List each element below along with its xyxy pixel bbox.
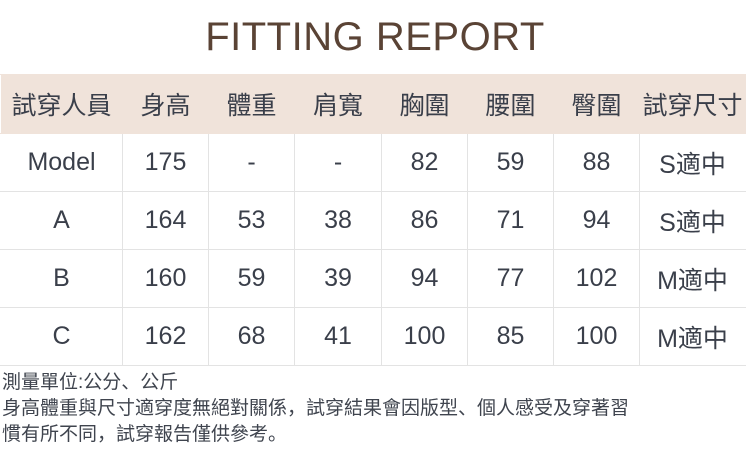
column-header-size: 試穿尺寸 xyxy=(639,74,746,134)
table-row: A 164 53 38 86 71 94 S適中 xyxy=(0,191,746,250)
cell-hip: 94 xyxy=(553,191,640,250)
cell-hip: 100 xyxy=(553,307,640,366)
cell-bust: 94 xyxy=(381,249,468,308)
cell-bust: 82 xyxy=(381,133,468,192)
cell-shoulder: 39 xyxy=(294,249,382,308)
cell-person: Model xyxy=(0,133,123,192)
fitting-table: 試穿人員 身高 體重 肩寬 胸圍 腰圍 臀圍 試穿尺寸 Model 175 - … xyxy=(0,74,746,366)
page-title: FITTING REPORT xyxy=(205,15,545,59)
cell-size: S適中 xyxy=(639,133,746,192)
column-header-shoulder: 肩寬 xyxy=(294,74,382,134)
cell-height: 160 xyxy=(122,249,209,308)
column-header-hip: 臀圍 xyxy=(553,74,640,134)
cell-height: 164 xyxy=(122,191,209,250)
footer-line-disclaimer-2: 慣有所不同，試穿報告僅供參考。 xyxy=(2,424,288,446)
cell-shoulder: 41 xyxy=(294,307,382,366)
table-body: Model 175 - - 82 59 88 S適中 A 164 53 38 8… xyxy=(0,133,746,366)
cell-height: 175 xyxy=(122,133,209,192)
cell-weight: 59 xyxy=(208,249,295,308)
column-header-height: 身高 xyxy=(122,74,209,134)
cell-hip: 102 xyxy=(553,249,640,308)
cell-shoulder: - xyxy=(294,133,382,192)
cell-waist: 85 xyxy=(467,307,554,366)
cell-shoulder: 38 xyxy=(294,191,382,250)
column-header-bust: 胸圍 xyxy=(381,74,468,134)
cell-person: C xyxy=(0,307,123,366)
cell-bust: 100 xyxy=(381,307,468,366)
cell-waist: 77 xyxy=(467,249,554,308)
table-row: C 162 68 41 100 85 100 M適中 xyxy=(0,307,746,366)
cell-size: M適中 xyxy=(639,307,746,366)
table-row: B 160 59 39 94 77 102 M適中 xyxy=(0,249,746,308)
column-header-weight: 體重 xyxy=(208,74,295,134)
title-bar: FITTING REPORT xyxy=(0,0,750,74)
cell-weight: 68 xyxy=(208,307,295,366)
cell-size: M適中 xyxy=(639,249,746,308)
cell-weight: 53 xyxy=(208,191,295,250)
cell-hip: 88 xyxy=(553,133,640,192)
column-header-waist: 腰圍 xyxy=(467,74,554,134)
column-header-person: 試穿人員 xyxy=(0,74,123,134)
cell-weight: - xyxy=(208,133,295,192)
cell-size: S適中 xyxy=(639,191,746,250)
cell-person: A xyxy=(0,191,123,250)
table-header-row: 試穿人員 身高 體重 肩寬 胸圍 腰圍 臀圍 試穿尺寸 xyxy=(0,74,746,134)
cell-waist: 59 xyxy=(467,133,554,192)
footer-notes: 測量單位:公分、公斤 身高體重與尺寸適穿度無絕對關係，試穿結果會因版型、個人感受… xyxy=(0,366,750,449)
cell-height: 162 xyxy=(122,307,209,366)
footer-line-units: 測量單位:公分、公斤 xyxy=(2,372,179,393)
cell-bust: 86 xyxy=(381,191,468,250)
table-row: Model 175 - - 82 59 88 S適中 xyxy=(0,133,746,192)
cell-waist: 71 xyxy=(467,191,554,250)
table-header: 試穿人員 身高 體重 肩寬 胸圍 腰圍 臀圍 試穿尺寸 xyxy=(0,74,746,134)
cell-person: B xyxy=(0,249,123,308)
footer-line-disclaimer-1: 身高體重與尺寸適穿度無絕對關係，試穿結果會因版型、個人感受及穿著習 xyxy=(2,398,630,420)
